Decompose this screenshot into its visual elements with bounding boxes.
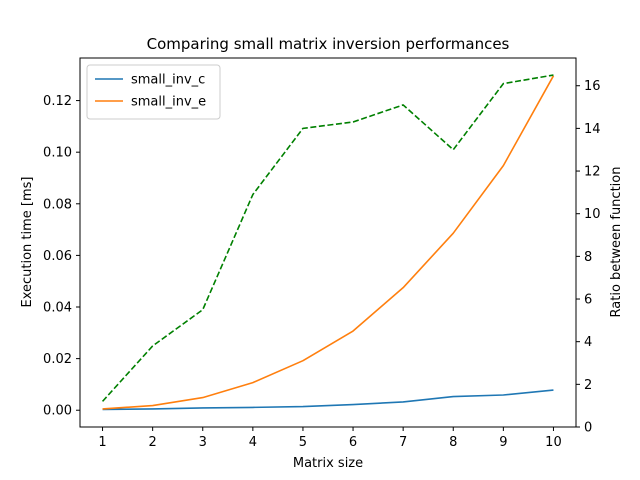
legend: small_inv_c small_inv_e (86, 64, 221, 120)
y-axis-label: Execution time [ms] (20, 176, 35, 307)
y2-tick-label: 6 (584, 293, 592, 308)
y2-tick-label: 4 (584, 335, 592, 350)
y-axis-right: 0 2 4 6 8 10 12 14 16 (576, 79, 601, 436)
x-tick-label: 8 (449, 435, 457, 450)
x-tick-label: 6 (349, 435, 357, 450)
y-tick-label: 0.12 (43, 94, 72, 109)
y2-axis-label: Ratio between function (609, 167, 624, 318)
series-line-series-3 (101, 74, 554, 402)
y2-tick-label: 8 (584, 250, 592, 265)
y-tick-label: 0.10 (43, 146, 72, 161)
series-line-small_inv_c (102, 389, 554, 411)
x-tick-label: 4 (249, 435, 257, 450)
x-tick-label: 5 (299, 435, 307, 450)
y-tick-label: 0.06 (43, 249, 72, 264)
x-tick-label: 10 (545, 435, 562, 450)
y2-tick-label: 2 (584, 378, 592, 393)
legend-label: small_inv_e (131, 95, 206, 110)
y-tick-label: 0.08 (43, 197, 72, 212)
y-tick-label: 0.02 (43, 352, 72, 367)
y2-tick-label: 12 (584, 165, 601, 180)
y-axis-left: 0.00 0.02 0.04 0.06 0.08 0.10 0.12 (43, 94, 80, 419)
plot-area (79, 57, 577, 428)
plot-frame (79, 57, 577, 428)
x-tick-label: 7 (399, 435, 407, 450)
y-tick-label: 0.00 (43, 404, 72, 419)
x-tick-label: 2 (149, 435, 157, 450)
x-tick-label: 3 (199, 435, 207, 450)
y-tick-label: 0.04 (43, 301, 72, 316)
y2-tick-label: 14 (584, 122, 601, 137)
x-tick-label: 9 (499, 435, 507, 450)
chart-title: Comparing small matrix inversion perform… (147, 35, 510, 53)
legend-label: small_inv_c (131, 73, 205, 88)
x-axis-label: Matrix size (293, 456, 363, 471)
x-axis: 1 2 3 4 5 6 7 8 9 10 (98, 427, 562, 450)
series-line-small_inv_e (102, 75, 555, 410)
y2-tick-label: 10 (584, 207, 601, 222)
y2-tick-label: 16 (584, 79, 601, 94)
y2-tick-label: 0 (584, 421, 592, 436)
x-tick-label: 1 (98, 435, 106, 450)
